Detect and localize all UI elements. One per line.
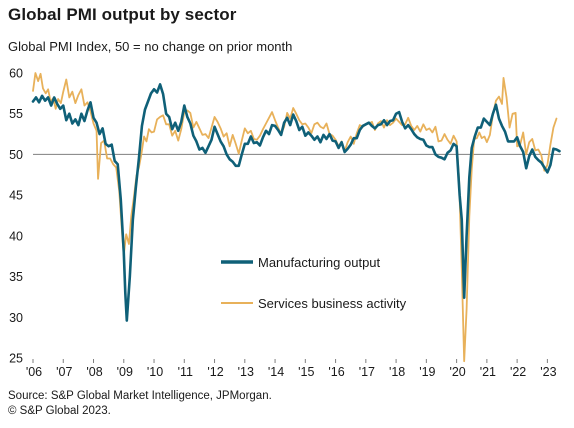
x-tick-label: '14 — [268, 365, 284, 379]
series-line-services — [32, 72, 558, 363]
y-tick-label: 55 — [9, 107, 23, 121]
x-tick-label: '20 — [449, 365, 465, 379]
y-tick-label: 50 — [9, 148, 23, 162]
y-tick-label: 35 — [9, 270, 23, 284]
x-tick-label: '11 — [178, 365, 193, 379]
x-tick-label: '08 — [86, 365, 102, 379]
x-tick-label: '18 — [389, 365, 405, 379]
x-tick-label: '21 — [480, 365, 496, 379]
series-layer — [31, 72, 561, 363]
x-tick-label: '10 — [147, 365, 163, 379]
y-tick-label: 25 — [9, 352, 23, 366]
legend-label-services: Services business activity — [258, 296, 407, 311]
legend: Services business activity Manufacturing… — [221, 255, 407, 311]
y-tick-label: 40 — [9, 229, 23, 243]
x-tick-label: '23 — [540, 365, 556, 379]
x-tick-label: '19 — [419, 365, 435, 379]
x-tick-label: '06 — [26, 365, 42, 379]
chart-title: Global PMI output by sector — [8, 5, 237, 24]
source-note: Source: S&P Global Market Intelligence, … — [8, 390, 272, 402]
x-axis: '06 '07 '08 '09 '10 '11 '12 '13 '14 '15 '16 '17 '18 '… — [26, 153, 561, 379]
x-tick-label: '12 — [207, 365, 223, 379]
series-line-manufacturing — [31, 83, 561, 322]
y-tick-label: 30 — [9, 311, 23, 325]
x-tick-label: '15 — [298, 365, 314, 379]
x-tick-label: '13 — [238, 365, 254, 379]
chart-footer: Source: S&P Global Market Intelligence, … — [8, 389, 272, 419]
legend-label-manufacturing: Manufacturing output — [258, 255, 381, 270]
chart-subtitle: Global PMI Index, 50 = no change on prio… — [8, 39, 293, 54]
y-tick-label: 60 — [9, 67, 23, 81]
x-tick-label: '17 — [359, 365, 375, 379]
x-tick-label: '22 — [510, 365, 526, 379]
copyright-note: © S&P Global 2023. — [8, 405, 111, 417]
x-tick-label: '07 — [56, 365, 72, 379]
y-tick-label: 45 — [9, 189, 23, 203]
x-tick-label: '09 — [117, 365, 133, 379]
x-tick-label: '16 — [328, 365, 344, 379]
y-axis: 25 30 35 40 45 50 55 60 — [9, 67, 23, 366]
